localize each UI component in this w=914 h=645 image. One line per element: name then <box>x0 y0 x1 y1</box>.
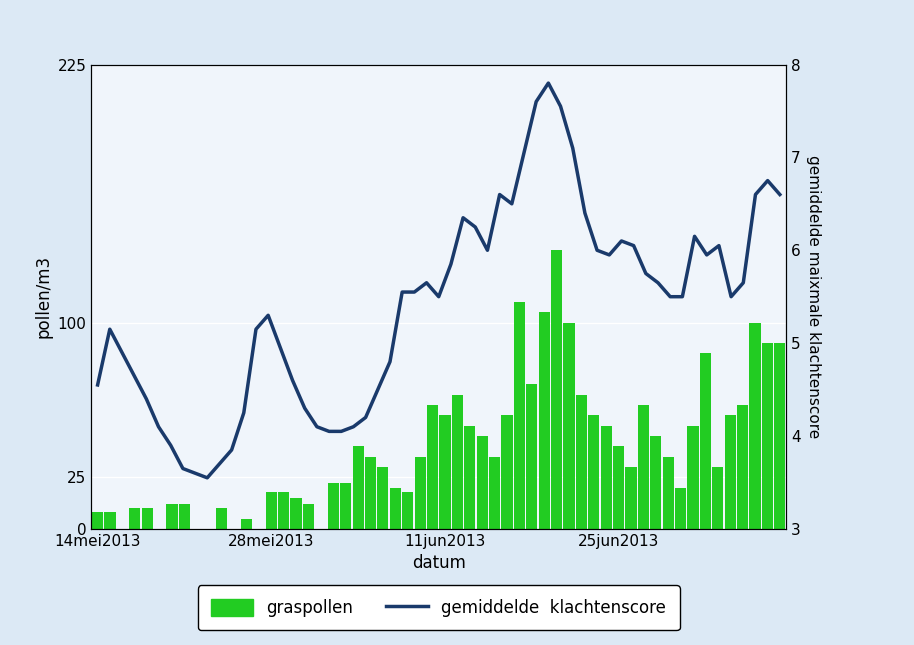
Bar <box>638 405 649 529</box>
Bar <box>142 508 153 529</box>
Bar <box>377 467 388 529</box>
Bar <box>104 512 115 529</box>
Bar <box>402 491 413 529</box>
Bar <box>489 457 500 529</box>
X-axis label: datum: datum <box>412 554 465 572</box>
Bar <box>216 508 228 529</box>
Bar <box>476 436 488 529</box>
Bar <box>625 467 636 529</box>
Bar <box>774 343 785 529</box>
Bar <box>700 353 711 529</box>
Bar <box>563 322 575 529</box>
Bar <box>340 484 351 529</box>
Bar <box>514 302 525 529</box>
Bar <box>92 512 103 529</box>
Bar <box>551 250 562 529</box>
Bar <box>328 484 339 529</box>
Bar <box>576 395 587 529</box>
Bar <box>589 415 600 529</box>
Bar <box>600 426 611 529</box>
Bar <box>687 426 698 529</box>
Bar <box>712 467 723 529</box>
Bar <box>650 436 662 529</box>
Bar <box>613 446 624 529</box>
Bar <box>291 498 302 529</box>
Bar <box>129 508 141 529</box>
Bar <box>725 415 736 529</box>
Bar <box>353 446 364 529</box>
Legend: graspollen, gemiddelde  klachtenscore: graspollen, gemiddelde klachtenscore <box>197 586 680 630</box>
Bar <box>526 384 537 529</box>
Bar <box>502 415 513 529</box>
Bar <box>166 504 177 529</box>
Bar <box>675 488 686 529</box>
Bar <box>464 426 475 529</box>
Bar <box>440 415 451 529</box>
Bar <box>538 312 549 529</box>
Bar <box>762 343 773 529</box>
Bar <box>278 491 289 529</box>
Y-axis label: gemiddelde maixmale klachtenscore: gemiddelde maixmale klachtenscore <box>806 155 822 439</box>
Bar <box>241 519 252 529</box>
Bar <box>415 457 426 529</box>
Bar <box>749 322 760 529</box>
Bar <box>179 504 190 529</box>
Y-axis label: pollen/m3: pollen/m3 <box>34 255 52 338</box>
Bar <box>389 488 401 529</box>
Bar <box>452 395 462 529</box>
Bar <box>365 457 376 529</box>
Bar <box>266 491 277 529</box>
Bar <box>303 504 314 529</box>
Bar <box>427 405 438 529</box>
Bar <box>663 457 674 529</box>
Bar <box>737 405 749 529</box>
